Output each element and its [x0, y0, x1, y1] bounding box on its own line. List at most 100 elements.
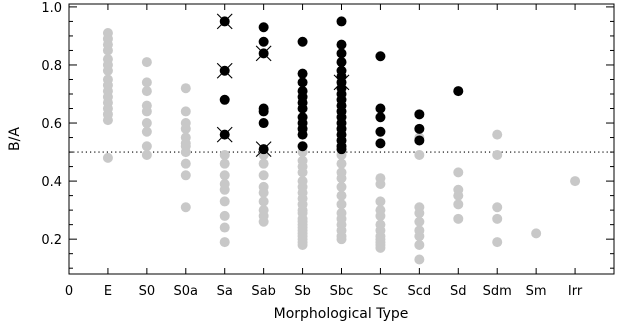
y-tick-label: 0.6 [41, 117, 62, 132]
data-point-gray [375, 210, 386, 221]
data-point-black [258, 22, 269, 33]
data-point-gray [375, 179, 386, 189]
data-point-gray [336, 190, 347, 201]
data-point-gray [219, 158, 230, 169]
data-point-gray [180, 123, 191, 134]
data-point-gray [258, 196, 269, 207]
data-point-black [414, 109, 425, 120]
data-point-black [375, 112, 386, 123]
data-point-gray [102, 65, 113, 76]
data-point-gray [219, 184, 230, 195]
x-marker-stroke [255, 141, 272, 158]
data-point-gray [414, 239, 425, 250]
data-point-black [336, 39, 347, 50]
y-axis-title: B/A [7, 127, 23, 151]
data-point-gray [453, 167, 464, 178]
data-point-black [414, 135, 425, 146]
y-tick-label: 0.8 [41, 59, 62, 74]
data-point-gray [492, 129, 503, 140]
data-point-gray [258, 158, 269, 169]
data-point-gray [492, 237, 503, 248]
x-tick-label: S0a [174, 284, 199, 299]
data-point-gray [414, 149, 425, 160]
x-tick-label: Sd [450, 284, 467, 299]
data-point-gray [141, 106, 152, 117]
data-point-gray [336, 158, 347, 169]
data-point-gray [102, 115, 113, 126]
data-point-black [336, 16, 347, 27]
data-point-black [375, 138, 386, 149]
data-point-gray [258, 216, 269, 227]
data-point-gray [414, 254, 425, 265]
data-point-black [414, 123, 425, 134]
data-point-gray [414, 216, 425, 227]
data-point-gray [336, 173, 347, 184]
data-point-gray [453, 213, 464, 224]
data-point-gray [102, 152, 113, 163]
x-tick-label: Scd [408, 284, 432, 299]
data-point-gray [453, 199, 464, 210]
data-point-black [297, 36, 308, 47]
data-point-black [453, 86, 464, 97]
data-point-gray [141, 86, 152, 97]
x-tick-label: Sb [294, 284, 311, 299]
data-point-gray [180, 106, 191, 117]
data-point-gray [375, 196, 386, 207]
data-point-black [297, 68, 308, 79]
data-point-black [297, 103, 308, 114]
data-point-gray [141, 57, 152, 68]
data-point-gray [180, 158, 191, 169]
y-tick-label: 0.4 [41, 175, 62, 190]
x-marker-stroke [216, 62, 233, 79]
data-point-black [258, 106, 269, 117]
data-point-gray [219, 237, 230, 248]
data-point-black [297, 77, 308, 88]
data-point-gray [336, 234, 347, 245]
data-point-black [258, 36, 269, 47]
y-tick-label: 0.2 [41, 233, 62, 248]
x-marker-stroke [216, 13, 233, 30]
data-point-gray [492, 202, 503, 213]
x-tick-label: S0 [139, 284, 156, 299]
data-point-gray [141, 126, 152, 137]
data-point-gray [141, 149, 152, 160]
x-tick-label: 0 [65, 284, 73, 299]
data-point-gray [219, 170, 230, 181]
data-point-black [258, 118, 269, 129]
data-points-group [102, 16, 581, 265]
y-tick-label: 1.0 [41, 1, 62, 16]
x-axis-ticks: 0 E S0 S0a Sa Sab Sb Sbc Sc Scd Sd Sdm Sm Irr [65, 4, 583, 299]
x-tick-label: Irr [568, 284, 583, 299]
x-marker-stroke [333, 74, 350, 91]
data-point-black [375, 103, 386, 114]
x-marker-stroke [216, 126, 233, 143]
data-point-gray [141, 141, 152, 152]
data-point-gray [531, 228, 542, 239]
x-markers-group [216, 13, 350, 158]
data-point-gray [219, 196, 230, 207]
data-point-black [336, 57, 347, 68]
data-point-gray [258, 187, 269, 198]
data-point-gray [336, 181, 347, 192]
x-axis-title: Morphological Type [274, 306, 409, 322]
data-point-gray [258, 170, 269, 181]
data-point-gray [102, 45, 113, 56]
y-axis-ticks: 0.2 0.4 0.6 0.8 1.0 [41, 1, 614, 269]
data-point-gray [492, 149, 503, 160]
data-point-gray [453, 190, 464, 201]
data-point-gray [297, 239, 308, 250]
data-point-gray [141, 77, 152, 88]
x-tick-label: Sm [526, 284, 547, 299]
x-tick-label: Sdm [483, 284, 512, 299]
data-point-black [219, 94, 230, 105]
x-tick-label: Sc [373, 284, 388, 299]
data-point-gray [297, 167, 308, 178]
data-point-gray [414, 231, 425, 242]
data-point-gray [219, 149, 230, 160]
data-point-gray [336, 199, 347, 210]
data-point-black [297, 129, 308, 140]
x-tick-label: Sbc [330, 284, 354, 299]
data-point-gray [180, 202, 191, 213]
data-point-black [375, 51, 386, 62]
